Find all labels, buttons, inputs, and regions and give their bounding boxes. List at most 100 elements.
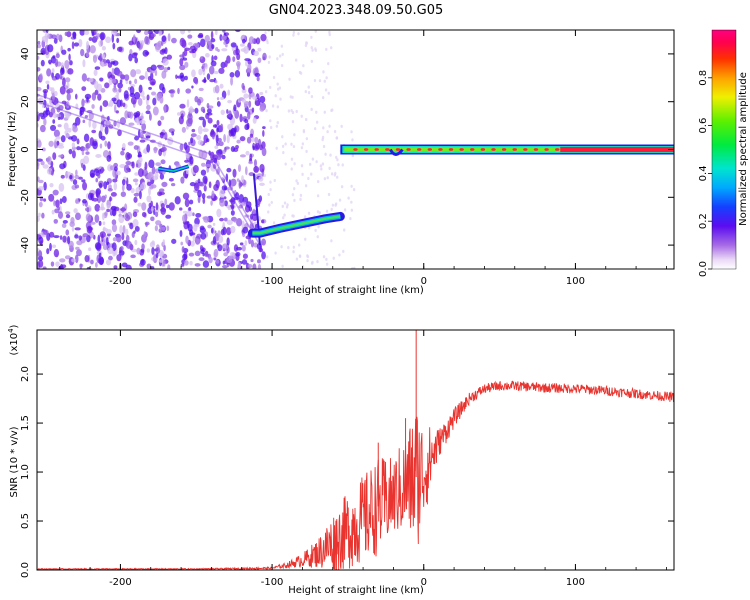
noise-speck-faint [268,203,271,207]
noise-speck [198,181,205,187]
noise-speck [182,210,188,214]
noise-speck [39,73,43,82]
noise-speck [57,116,61,120]
noise-speck-faint [280,245,283,249]
noise-speck [221,154,226,160]
noise-speck [199,225,205,231]
noise-speck [230,76,234,86]
noise-speck [219,217,224,222]
noise-speck [221,90,227,99]
noise-speck [197,125,203,135]
noise-speck [223,134,226,143]
noise-speck [204,62,208,70]
noise-speck [37,67,41,72]
noise-speck [97,93,102,101]
noise-speck [236,218,243,227]
noise-speck [223,41,227,45]
noise-speck [238,204,244,209]
noise-speck [86,235,91,243]
noise-speck [164,198,168,206]
noise-speck [116,119,121,128]
noise-speck-faint [282,216,285,220]
noise-speck [114,166,118,172]
noise-speck [180,30,186,35]
noise-speck-faint [325,76,328,80]
noise-speck-faint [289,95,292,99]
noise-speck [194,78,199,85]
noise-speck [225,227,232,236]
noise-speck [148,159,155,169]
noise-speck [146,263,152,269]
noise-speck-faint [315,160,318,164]
noise-speck [132,34,136,43]
noise-speck-faint [276,82,279,86]
noise-speck [246,122,250,130]
noise-speck [121,206,126,213]
noise-speck [118,87,122,93]
noise-speck-faint [349,216,352,221]
noise-speck [240,48,247,52]
noise-speck [102,100,109,107]
noise-speck [127,141,134,146]
noise-speck [138,44,141,49]
noise-speck [38,112,45,117]
noise-speck [47,155,52,165]
noise-speck [100,195,106,203]
noise-speck [81,179,86,183]
noise-speck-faint [335,155,338,159]
trace-zero-hotspot [448,148,454,151]
noise-speck [177,87,180,95]
noise-speck [72,179,78,186]
noise-speck [61,49,67,55]
noise-speck [147,181,152,186]
snr-marks [37,330,674,570]
noise-speck [137,202,142,207]
noise-speck [157,94,160,102]
noise-speck [42,104,45,108]
noise-speck [149,139,156,143]
noise-speck-faint [264,31,267,35]
noise-speck [180,113,184,120]
noise-speck-faint [328,32,331,37]
noise-speck [139,75,145,80]
noise-speck [49,242,52,252]
noise-speck [249,133,254,138]
spectrogram-xtick-label: 100 [566,276,585,287]
noise-speck [142,96,146,101]
noise-speck [200,38,206,48]
noise-speck [61,100,67,104]
noise-speck [248,36,255,45]
noise-speck [222,30,226,33]
noise-speck [184,159,190,163]
noise-speck [155,202,159,211]
noise-streak [37,93,261,239]
noise-speck [90,221,96,225]
noise-speck [53,38,58,44]
noise-speck-faint [276,57,279,61]
noise-speck [197,189,202,198]
noise-speck [222,260,226,265]
noise-speck [100,166,105,173]
noise-speck [144,161,148,171]
noise-speck-faint [263,173,266,178]
noise-speck [247,263,253,268]
spectrogram-xtick-label: -200 [109,276,132,287]
noise-speck [95,177,99,183]
noise-speck [87,192,93,201]
noise-speck [42,266,47,269]
noise-speck [132,211,138,218]
noise-speck [190,240,195,247]
noise-speck [150,206,154,212]
trace-zero-hotspot [523,148,528,151]
noise-speck [128,80,132,85]
noise-speck [248,172,255,177]
snr-xtick-label: -200 [109,577,132,588]
noise-speck-faint [280,63,284,68]
noise-speck [161,35,167,42]
noise-speck [108,124,114,129]
noise-speck-faint [311,157,315,161]
noise-speck [224,186,228,191]
spectrogram-ytick-label: 40 [20,48,31,61]
noise-speck [154,211,159,218]
noise-speck-faint [351,154,355,158]
